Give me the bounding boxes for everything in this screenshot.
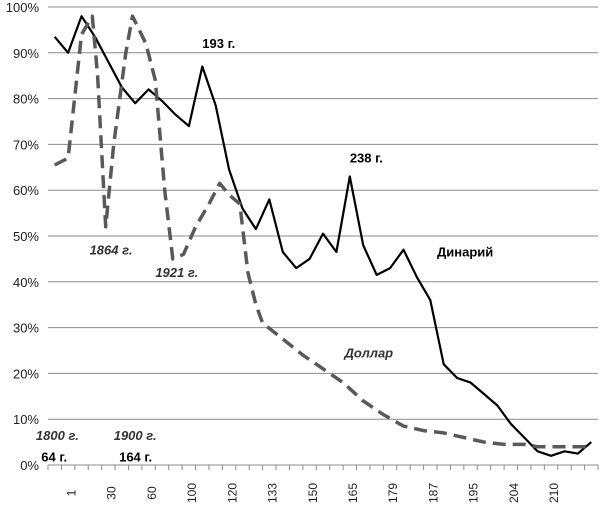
y-tick-label: 10% xyxy=(13,412,39,427)
annotation-label: Динарий xyxy=(437,245,493,260)
y-tick-label: 0% xyxy=(20,458,39,473)
y-tick-label: 30% xyxy=(13,321,39,336)
series-line-dollar xyxy=(53,14,592,449)
x-tick-label: 179 xyxy=(386,483,400,503)
annotation-label: 238 г. xyxy=(350,151,383,166)
x-tick-label: 1 xyxy=(64,489,78,496)
y-tick-label: 50% xyxy=(13,229,39,244)
x-tick-label: 60 xyxy=(145,486,159,500)
y-tick-label: 40% xyxy=(13,275,39,290)
gridlines xyxy=(48,6,598,420)
x-tick-label: 30 xyxy=(105,486,119,500)
annotation-label: 1800 г. xyxy=(36,428,79,443)
x-tick-label: 204 xyxy=(507,483,521,503)
y-tick-label: 60% xyxy=(13,183,39,198)
axes xyxy=(47,464,599,470)
y-tick-label: 80% xyxy=(13,92,39,107)
annotation-label: 1921 г. xyxy=(155,265,198,280)
x-tick-label: 210 xyxy=(547,483,561,503)
x-tick-label: 187 xyxy=(426,483,440,503)
x-tick-label: 195 xyxy=(467,483,481,503)
series-lines xyxy=(53,14,593,457)
annotation-label: 193 г. xyxy=(202,36,235,51)
annotation-label: 164 г. xyxy=(119,449,152,464)
y-tick-label: 70% xyxy=(13,137,39,152)
annotation-label: 1864 г. xyxy=(90,242,133,257)
x-tick-label: 150 xyxy=(306,483,320,503)
annotation-label: 1900 г. xyxy=(114,428,157,443)
series-line-denarius xyxy=(53,15,593,457)
annotation-label: 64 г. xyxy=(41,449,67,464)
x-tick-label: 100 xyxy=(185,483,199,503)
x-tick-label: 120 xyxy=(225,483,239,503)
y-tick-label: 90% xyxy=(13,46,39,61)
labels: 0% 10% 20% 30% 40% 50% 60% 70% 80% 90% 100% 1 30 60 10… xyxy=(6,0,561,503)
x-tick-label: 165 xyxy=(346,483,360,503)
y-tick-label: 20% xyxy=(13,366,39,381)
y-tick-label: 100% xyxy=(6,0,40,15)
x-tick-label: 133 xyxy=(266,483,280,503)
annotation-label: Доллар xyxy=(343,345,393,360)
